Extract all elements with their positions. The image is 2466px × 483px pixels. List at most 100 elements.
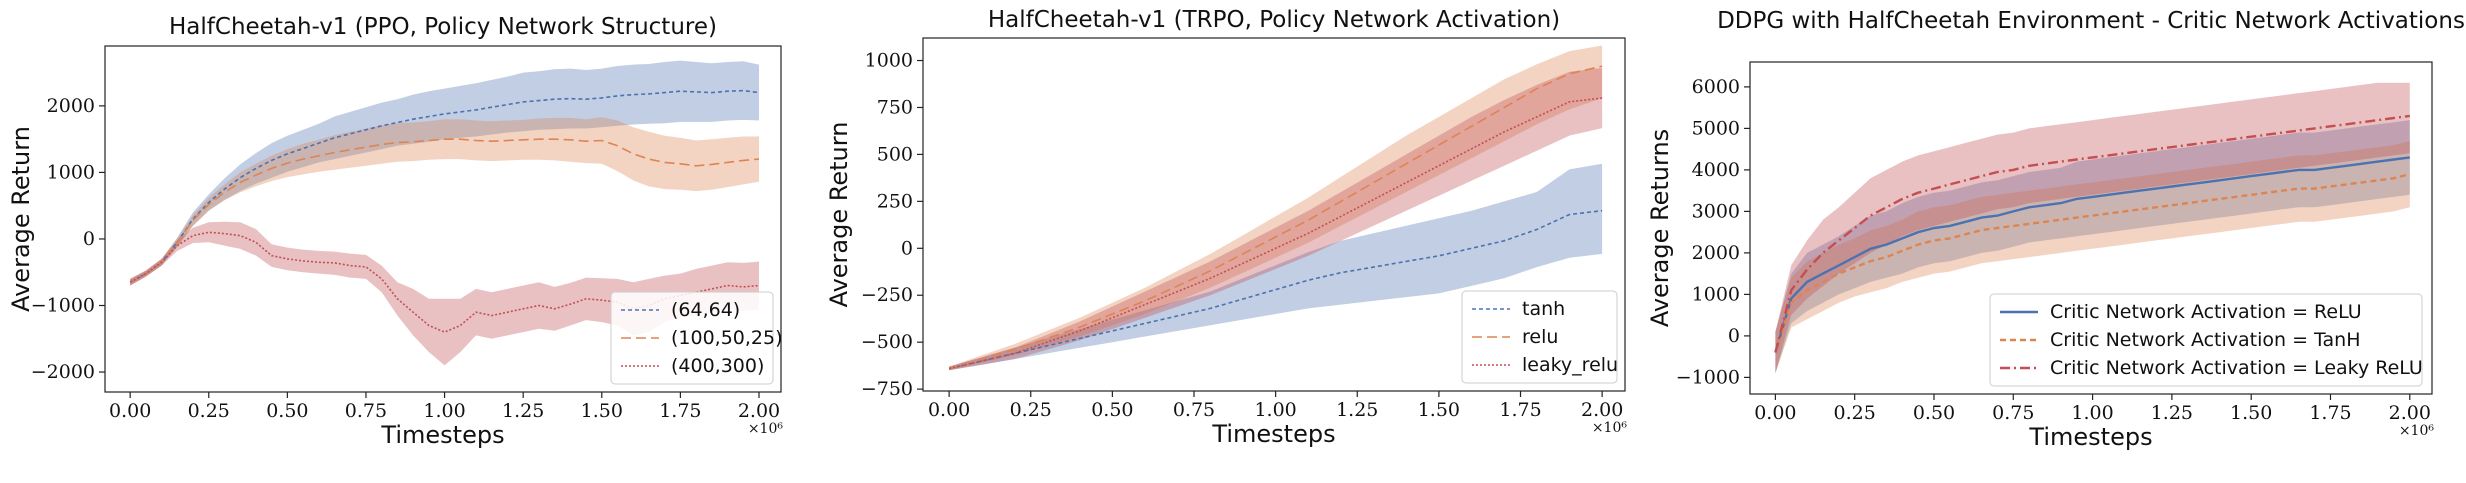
legend-label: Critic Network Activation = Leaky ReLU	[2050, 357, 2423, 379]
x-tick-label: 0.00	[1754, 402, 1796, 424]
x-tick-label: 1.25	[2151, 402, 2193, 424]
x-tick-label: 1.00	[1254, 399, 1296, 421]
plot-frame	[1749, 61, 2433, 395]
x-tick-label: 0.75	[1992, 402, 2034, 424]
confidence-band-1	[949, 163, 1603, 371]
confidence-band-1	[130, 60, 759, 286]
series-line-1	[129, 89, 760, 283]
x-axis-label: Timesteps	[380, 421, 504, 449]
legend-label: tanh	[1522, 298, 1565, 320]
legend-box	[610, 291, 774, 385]
legend: (64,64) (100,50,25) (400,300)	[610, 291, 783, 385]
confidence-band-2	[130, 117, 759, 286]
x-tick-label: 1.75	[1499, 399, 1541, 421]
y-tick-label: 5000	[1692, 117, 1740, 139]
x-tick-label: 1.25	[502, 400, 544, 422]
legend-label: (64,64)	[671, 299, 740, 321]
series-line-3	[948, 97, 1603, 370]
x-tick-label: 0.25	[1010, 399, 1052, 421]
y-tick-label: 2000	[47, 95, 95, 117]
x-tick-label: 0.00	[109, 400, 151, 422]
y-tick-label: 4000	[1692, 159, 1740, 181]
plot-frame	[922, 37, 1626, 392]
x-tick-label: 0.25	[1834, 402, 1876, 424]
x-tick-label: 1.75	[659, 400, 701, 422]
x-tick-label: 1.00	[423, 400, 465, 422]
x-tick-label: 1.50	[1418, 399, 1460, 421]
x-tick-label: 2.00	[2389, 402, 2431, 424]
series-line-2	[129, 138, 760, 283]
legend-label: leaky_relu	[1522, 354, 1618, 376]
y-tick-label: 1000	[47, 161, 95, 183]
x-axis-label: Timesteps	[1211, 420, 1335, 448]
x-tick-label: 0.00	[928, 399, 970, 421]
y-tick-label: 1000	[865, 50, 913, 72]
legend: Critic Network Activation = ReLU Critic N…	[1989, 293, 2423, 387]
x-axis-label: Timesteps	[2028, 423, 2152, 451]
x-tick-label: 1.50	[581, 400, 623, 422]
series-line-1	[1774, 156, 2410, 353]
y-tick-label: 3000	[1692, 200, 1740, 222]
legend-box	[1461, 290, 1618, 384]
x-axis-multiplier: ×10⁶	[2399, 423, 2435, 439]
y-axis-label: Average Return	[825, 122, 853, 308]
y-axis-label: Average Returns	[1646, 129, 1674, 327]
y-tick-label: −250	[861, 284, 913, 306]
legend-label: Critic Network Activation = ReLU	[2050, 301, 2362, 323]
chart-panel-3: 0.00 0.25 0.50 0.75 1.00 1.25 1.50 1.75 2.00 −100…	[1646, 8, 2465, 451]
legend-label: (100,50,25)	[671, 327, 783, 349]
plot-area	[1774, 82, 2411, 374]
y-tick-label: 750	[877, 96, 913, 118]
x-tick-label: 1.75	[2309, 402, 2351, 424]
confidence-band-3	[1775, 82, 2410, 374]
y-tick-label: 0	[83, 228, 95, 250]
x-tick-label: 2.00	[738, 400, 780, 422]
y-tick-label: −750	[861, 378, 913, 400]
y-tick-label: 0	[1728, 325, 1740, 347]
series-line-2	[1774, 172, 2411, 353]
chart-title: HalfCheetah-v1 (TRPO, Policy Network Act…	[988, 7, 1560, 33]
y-tick-label: −500	[861, 331, 913, 353]
y-tick-label: 500	[877, 143, 913, 165]
x-tick-label: 0.50	[266, 400, 308, 422]
x-tick-label: 0.25	[188, 400, 230, 422]
x-tick-label: 0.50	[1913, 402, 1955, 424]
confidence-band-2	[949, 45, 1603, 371]
chart-title: DDPG with HalfCheetah Environment - Crit…	[1717, 8, 2465, 34]
plot-frame	[104, 45, 782, 393]
x-axis-multiplier: ×10⁶	[748, 421, 784, 437]
y-axis-label: Average Return	[7, 126, 35, 312]
x-axis-multiplier: ×10⁶	[1592, 420, 1628, 436]
y-tick-label: 6000	[1692, 76, 1740, 98]
series-line-2	[948, 65, 1603, 370]
y-tick-label: 0	[901, 237, 913, 259]
series-line-3	[1774, 114, 2410, 353]
x-tick-label: 1.25	[1336, 399, 1378, 421]
chart-panel-2: 0.00 0.25 0.50 0.75 1.00 1.25 1.50 1.75 2.00 −750…	[825, 7, 1627, 448]
x-tick-label: 2.00	[1581, 399, 1623, 421]
x-tick-label: 0.50	[1091, 399, 1133, 421]
confidence-band-3	[130, 221, 759, 366]
legend-label: Critic Network Activation = TanH	[2050, 329, 2361, 351]
x-tick-label: 1.50	[2230, 402, 2272, 424]
legend-label: (400,300)	[671, 355, 764, 377]
x-tick-label: 0.75	[345, 400, 387, 422]
y-tick-label: −1000	[1676, 366, 1740, 388]
y-tick-label: 250	[877, 190, 913, 212]
y-tick-label: 2000	[1692, 242, 1740, 264]
confidence-band-3	[949, 68, 1603, 371]
x-tick-label: 1.00	[2071, 402, 2113, 424]
confidence-band-1	[1775, 120, 2410, 374]
legend-box	[1989, 293, 2423, 387]
chart-panel-1: 0.00 0.25 0.50 0.75 1.00 1.25 1.50 1.75 2.00 −200…	[7, 14, 783, 449]
y-tick-label: −2000	[31, 361, 95, 383]
x-tick-label: 0.75	[1173, 399, 1215, 421]
plot-area	[948, 45, 1603, 371]
y-tick-label: 1000	[1692, 283, 1740, 305]
legend-label: relu	[1522, 326, 1558, 348]
confidence-band-2	[1775, 140, 2410, 374]
legend: tanh relu leaky_relu	[1461, 290, 1618, 384]
chart-title: HalfCheetah-v1 (PPO, Policy Network Stru…	[169, 14, 717, 40]
y-tick-label: −1000	[31, 295, 95, 317]
